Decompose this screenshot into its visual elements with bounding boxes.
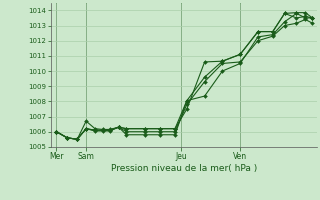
X-axis label: Pression niveau de la mer( hPa ): Pression niveau de la mer( hPa ) bbox=[111, 164, 257, 173]
